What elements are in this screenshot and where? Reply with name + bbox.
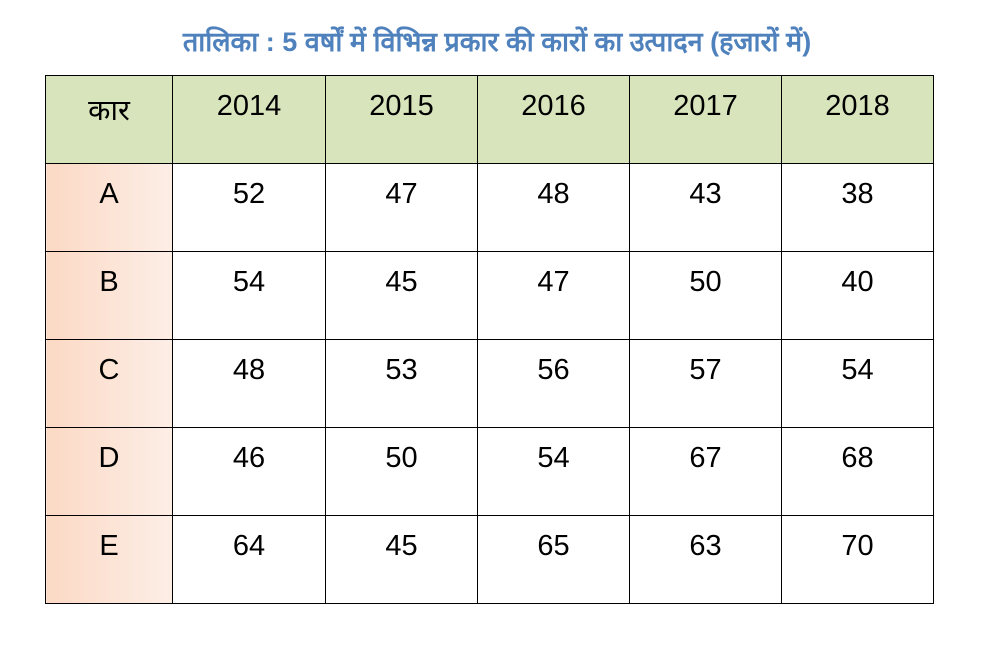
row-label: D xyxy=(45,427,173,516)
cell: 48 xyxy=(477,163,630,252)
cell: 50 xyxy=(325,427,478,516)
cell: 54 xyxy=(477,427,630,516)
cell: 45 xyxy=(325,515,478,604)
data-table: कार 2014 2015 2016 2017 2018 A 52 47 48 43 38 B 54 45… xyxy=(45,75,934,604)
cell: 53 xyxy=(325,339,478,428)
cell: 68 xyxy=(781,427,934,516)
header-row: कार 2014 2015 2016 2017 2018 xyxy=(45,75,934,164)
cell: 50 xyxy=(629,251,782,340)
header-cell: 2014 xyxy=(172,75,326,164)
row-label: C xyxy=(45,339,173,428)
cell: 70 xyxy=(781,515,934,604)
cell: 64 xyxy=(172,515,326,604)
header-cell: कार xyxy=(45,75,173,164)
header-cell: 2016 xyxy=(477,75,630,164)
header-cell: 2018 xyxy=(781,75,934,164)
title: तालिका : 5 वर्षों में विभिन्न प्रकार की … xyxy=(182,27,812,57)
cell: 52 xyxy=(172,163,326,252)
table-row: A 52 47 48 43 38 xyxy=(45,163,934,252)
cell: 67 xyxy=(629,427,782,516)
row-label: B xyxy=(45,251,173,340)
cell: 65 xyxy=(477,515,630,604)
cell: 56 xyxy=(477,339,630,428)
table-row: E 64 45 65 63 70 xyxy=(45,515,934,604)
cell: 46 xyxy=(172,427,326,516)
table-body: A 52 47 48 43 38 B 54 45 47 50 40 C 48 53 56 57 54 D 46 50 54… xyxy=(45,163,934,604)
row-label: E xyxy=(45,515,173,604)
header-cell: 2017 xyxy=(629,75,782,164)
table-row: B 54 45 47 50 40 xyxy=(45,251,934,340)
cell: 43 xyxy=(629,163,782,252)
cell: 38 xyxy=(781,163,934,252)
cell: 48 xyxy=(172,339,326,428)
table-row: D 46 50 54 67 68 xyxy=(45,427,934,516)
header-cell: 2015 xyxy=(325,75,478,164)
cell: 57 xyxy=(629,339,782,428)
cell: 47 xyxy=(325,163,478,252)
table-row: C 48 53 56 57 54 xyxy=(45,339,934,428)
cell: 47 xyxy=(477,251,630,340)
cell: 63 xyxy=(629,515,782,604)
cell: 54 xyxy=(781,339,934,428)
cell: 54 xyxy=(172,251,326,340)
cell: 40 xyxy=(781,251,934,340)
cell: 45 xyxy=(325,251,478,340)
row-label: A xyxy=(45,163,173,252)
